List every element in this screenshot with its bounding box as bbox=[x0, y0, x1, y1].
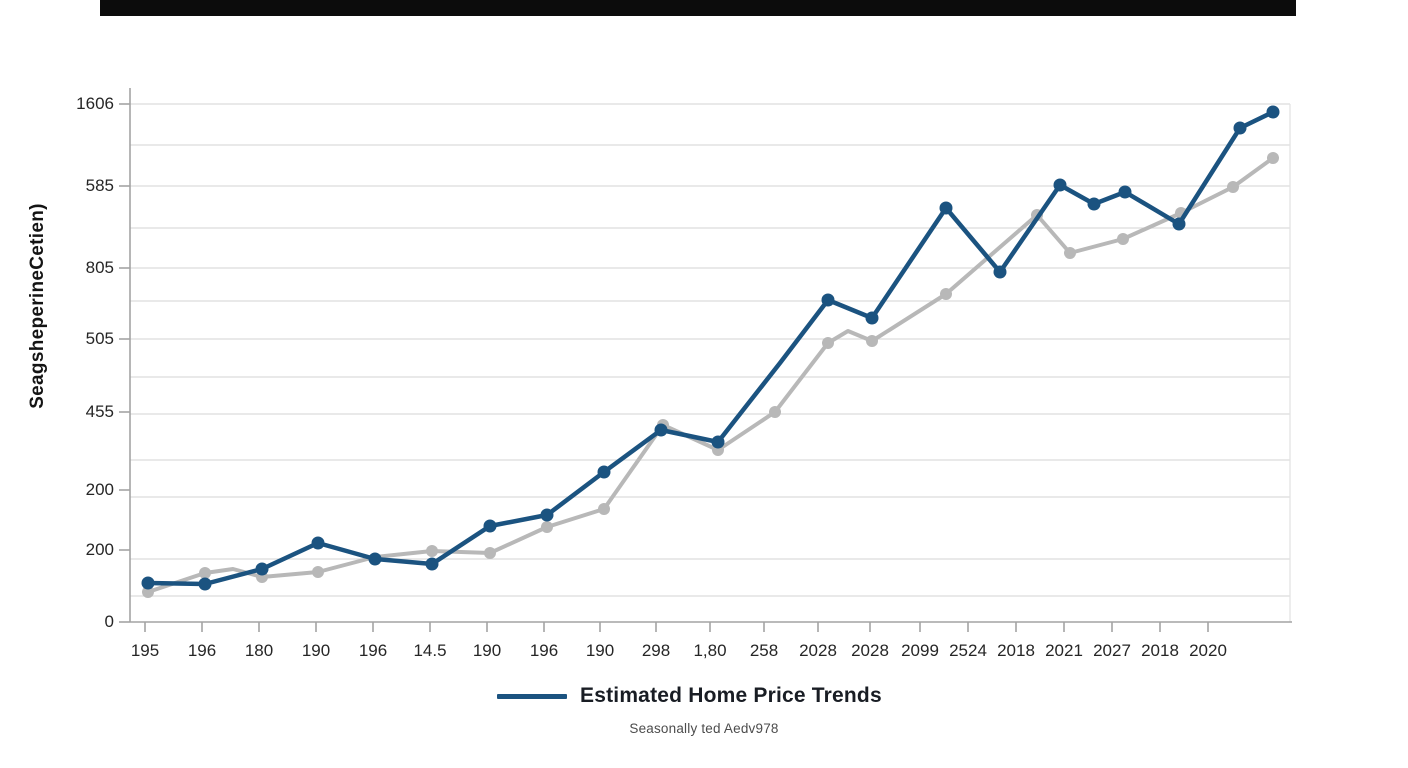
x-tick-label: 2018 bbox=[1141, 641, 1179, 660]
x-tick-label: 190 bbox=[472, 641, 502, 660]
x-tick-label: 2028 bbox=[799, 641, 837, 660]
secondary-data-point-marker bbox=[142, 586, 154, 598]
y-tick-label: 805 bbox=[85, 258, 114, 277]
primary-data-point-marker bbox=[368, 552, 382, 566]
secondary-data-point-marker bbox=[312, 566, 324, 578]
x-tick-label: 2020 bbox=[1189, 641, 1227, 660]
primary-data-point-marker bbox=[1053, 178, 1067, 192]
top-black-bar bbox=[100, 0, 1296, 16]
secondary-series-line bbox=[146, 156, 1275, 594]
primary-data-point-marker bbox=[1266, 105, 1280, 119]
primary-data-point-marker bbox=[1172, 217, 1186, 231]
primary-data-point-marker bbox=[654, 423, 668, 437]
x-tick-label: 196 bbox=[358, 641, 388, 660]
y-tick-label: 585 bbox=[85, 176, 114, 195]
secondary-data-point-marker bbox=[822, 337, 834, 349]
x-tick-label: 298 bbox=[641, 641, 671, 660]
secondary-data-point-marker bbox=[1267, 152, 1279, 164]
y-tick-label: 200 bbox=[85, 540, 114, 559]
y-tick-label: 200 bbox=[85, 480, 114, 499]
primary-data-point-marker bbox=[425, 557, 439, 571]
primary-data-point-marker bbox=[198, 577, 212, 591]
secondary-data-point-marker bbox=[484, 547, 496, 559]
legend-title: Estimated Home Price Trends bbox=[580, 684, 882, 707]
x-tick-label: 14.5 bbox=[413, 641, 447, 660]
x-tick-label: 2524 bbox=[949, 641, 987, 660]
primary-data-point-marker bbox=[483, 519, 497, 533]
secondary-data-point-marker bbox=[598, 503, 610, 515]
x-tick-label: 258 bbox=[749, 641, 779, 660]
secondary-data-point-marker bbox=[199, 567, 211, 579]
secondary-data-point-marker bbox=[1064, 247, 1076, 259]
primary-data-point-marker bbox=[311, 536, 325, 550]
x-tick-label: 2018 bbox=[997, 641, 1035, 660]
y-tick-label: 0 bbox=[104, 612, 114, 631]
x-tick-label: 2028 bbox=[851, 641, 889, 660]
y-tick-label: 455 bbox=[85, 402, 114, 421]
x-tick-label: 196 bbox=[187, 641, 217, 660]
primary-data-point-marker bbox=[993, 265, 1007, 279]
x-tick-label: 190 bbox=[301, 641, 331, 660]
x-tick-label: 190 bbox=[585, 641, 615, 660]
primary-data-point-marker bbox=[1118, 185, 1132, 199]
primary-series-line bbox=[145, 109, 1276, 587]
primary-data-point-marker bbox=[141, 576, 155, 590]
secondary-data-point-marker bbox=[426, 545, 438, 557]
secondary-data-point-marker bbox=[769, 406, 781, 418]
secondary-data-point-marker bbox=[940, 288, 952, 300]
secondary-data-point-marker bbox=[866, 335, 878, 347]
x-tick-label: 2021 bbox=[1045, 641, 1083, 660]
x-tick-label: 2027 bbox=[1093, 641, 1131, 660]
primary-data-point-marker bbox=[255, 562, 269, 576]
primary-data-point-marker bbox=[540, 508, 554, 522]
primary-data-point-marker bbox=[865, 311, 879, 325]
primary-data-point-marker bbox=[1087, 197, 1101, 211]
x-tick-label: 196 bbox=[529, 641, 559, 660]
y-tick-label: 505 bbox=[85, 329, 114, 348]
legend-line-swatch bbox=[497, 693, 567, 699]
y-tick-label: 1606 bbox=[76, 94, 114, 113]
secondary-data-point-marker bbox=[541, 521, 553, 533]
primary-data-point-marker bbox=[1233, 121, 1247, 135]
primary-data-point-marker bbox=[711, 435, 725, 449]
secondary-data-point-marker bbox=[1117, 233, 1129, 245]
legend: Estimated Home Price Trends bbox=[497, 684, 882, 708]
x-tick-label: 2099 bbox=[901, 641, 939, 660]
secondary-data-point-marker bbox=[1227, 181, 1239, 193]
x-tick-label: 1,80 bbox=[693, 641, 727, 660]
primary-data-point-marker bbox=[821, 293, 835, 307]
chart-subtitle: Seasonally ted Aedv978 bbox=[629, 721, 779, 736]
x-tick-label: 180 bbox=[244, 641, 274, 660]
x-tick-label: 195 bbox=[130, 641, 160, 660]
primary-data-point-marker bbox=[597, 465, 611, 479]
primary-data-point-marker bbox=[939, 201, 953, 215]
